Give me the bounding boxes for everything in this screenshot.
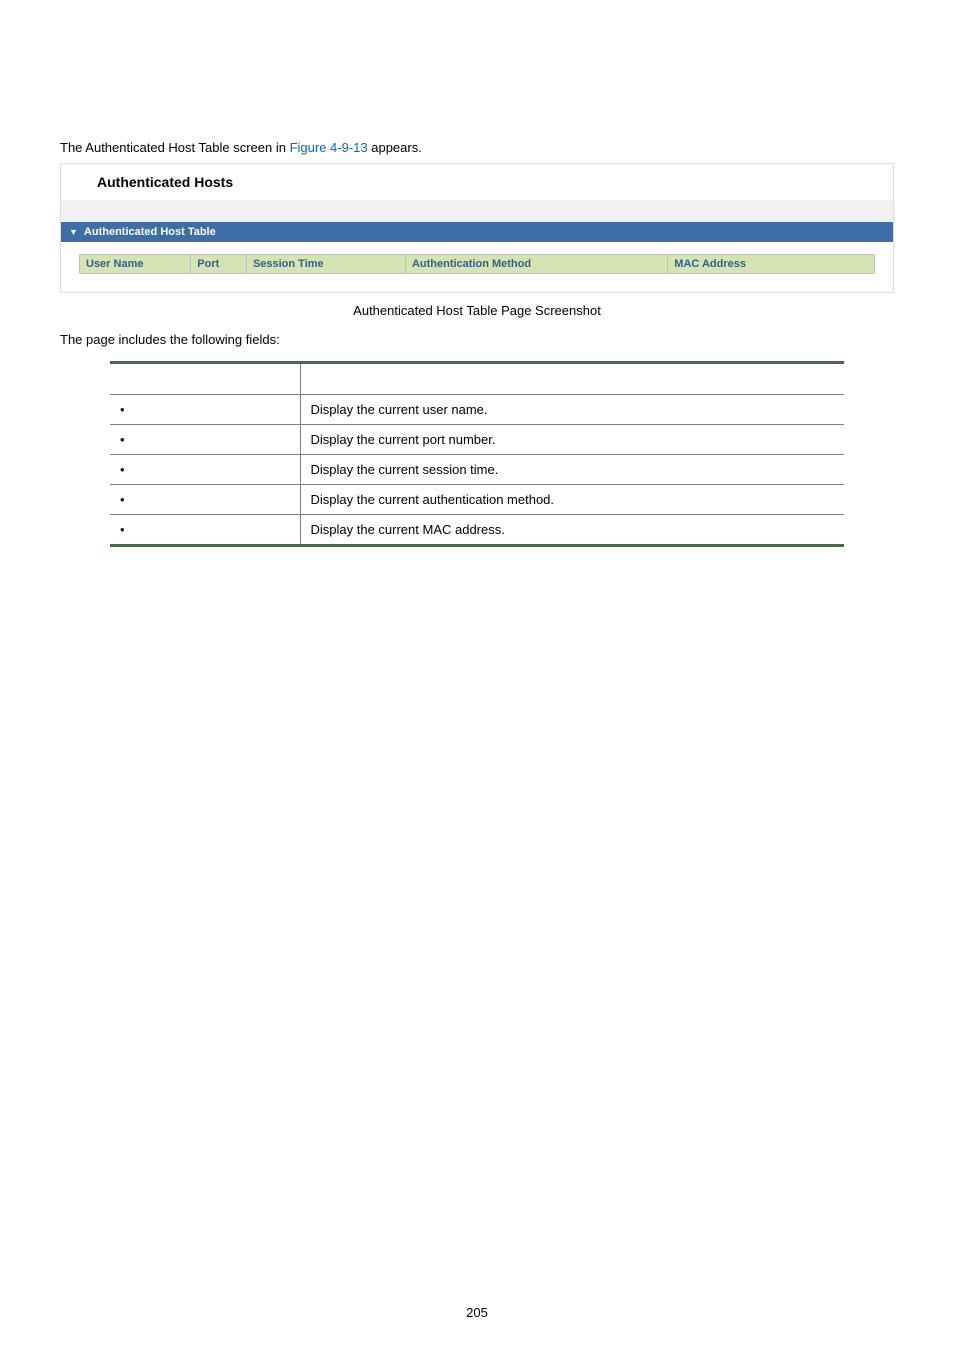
description-object-cell: •: [110, 455, 300, 485]
bullet-icon: •: [120, 522, 134, 537]
section-bar[interactable]: ▼ Authenticated Host Table: [61, 222, 893, 242]
screenshot-spacer: [61, 200, 893, 222]
intro-prefix: The Authenticated Host Table screen in: [60, 140, 290, 155]
description-object-cell: •: [110, 515, 300, 546]
description-text-cell: Display the current port number.: [300, 425, 844, 455]
description-object-cell: •: [110, 425, 300, 455]
bullet-icon: •: [120, 402, 134, 417]
chevron-down-icon: ▼: [69, 228, 78, 237]
bullet-icon: •: [120, 492, 134, 507]
description-text-cell: Display the current session time.: [300, 455, 844, 485]
screenshot-title: Authenticated Hosts: [61, 164, 893, 200]
host-table-header-cell: Port: [191, 255, 247, 274]
desc-header-description: [300, 363, 844, 395]
description-header-row: [110, 363, 844, 395]
description-text-cell: Display the current authentication metho…: [300, 485, 844, 515]
screenshot-panel: Authenticated Hosts ▼ Authenticated Host…: [60, 163, 894, 293]
figure-reference-link[interactable]: Figure 4-9-13: [290, 140, 368, 155]
bullet-icon: •: [120, 432, 134, 447]
inner-panel: User NamePortSession TimeAuthentication …: [61, 242, 893, 292]
page-number: 205: [0, 1305, 954, 1320]
desc-header-object: [110, 363, 300, 395]
description-row: • Display the current port number.: [110, 425, 844, 455]
intro-suffix: appears.: [368, 140, 422, 155]
page-container: The Authenticated Host Table screen in F…: [0, 0, 954, 1350]
description-row: • Display the current authentication meth…: [110, 485, 844, 515]
screenshot-caption: Authenticated Host Table Page Screenshot: [60, 303, 894, 318]
description-text-cell: Display the current user name.: [300, 395, 844, 425]
description-row: • Display the current user name.: [110, 395, 844, 425]
host-table-header-cell: Session Time: [246, 255, 405, 274]
description-object-cell: •: [110, 485, 300, 515]
intro-text: The Authenticated Host Table screen in F…: [60, 140, 894, 155]
description-text-cell: Display the current MAC address.: [300, 515, 844, 546]
host-table-header-row: User NamePortSession TimeAuthentication …: [80, 255, 875, 274]
description-table-wrap: • Display the current user name. • Display …: [60, 361, 894, 547]
description-row: • Display the current session time.: [110, 455, 844, 485]
fields-intro-text: The page includes the following fields:: [60, 332, 894, 347]
host-table-header-cell: Authentication Method: [405, 255, 667, 274]
description-table: • Display the current user name. • Display …: [110, 361, 844, 547]
host-table-header-cell: User Name: [80, 255, 191, 274]
bullet-icon: •: [120, 462, 134, 477]
host-table: User NamePortSession TimeAuthentication …: [79, 254, 875, 274]
host-table-header-cell: MAC Address: [668, 255, 875, 274]
section-bar-label: Authenticated Host Table: [84, 226, 216, 238]
description-object-cell: •: [110, 395, 300, 425]
description-row: • Display the current MAC address.: [110, 515, 844, 546]
